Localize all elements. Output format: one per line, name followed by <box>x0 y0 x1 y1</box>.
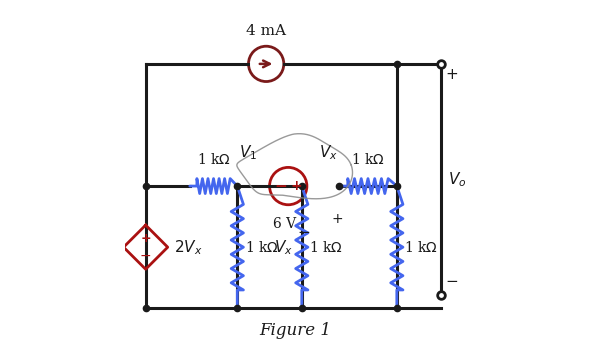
Text: +: + <box>290 179 302 193</box>
Text: $V_x$: $V_x$ <box>274 238 293 257</box>
Text: −: − <box>274 179 287 194</box>
Text: −: − <box>140 248 152 263</box>
Text: 1 k$\Omega$: 1 k$\Omega$ <box>351 152 385 167</box>
Text: 1 k$\Omega$: 1 k$\Omega$ <box>196 152 231 167</box>
Text: −: − <box>445 274 458 289</box>
Text: $V_o$: $V_o$ <box>448 170 466 189</box>
Text: 4 mA: 4 mA <box>246 24 286 38</box>
Text: +: + <box>140 232 151 245</box>
Text: Figure 1: Figure 1 <box>259 322 331 339</box>
Text: 1 k$\Omega$: 1 k$\Omega$ <box>245 240 278 255</box>
Text: +: + <box>332 211 343 226</box>
Text: 1 k$\Omega$: 1 k$\Omega$ <box>309 240 343 255</box>
Text: 1 k$\Omega$: 1 k$\Omega$ <box>404 240 438 255</box>
Text: −: − <box>297 225 310 240</box>
Text: $2V_x$: $2V_x$ <box>174 238 202 257</box>
Text: $V_x$: $V_x$ <box>319 144 337 162</box>
Text: +: + <box>445 67 458 81</box>
Text: 6 V: 6 V <box>273 217 296 230</box>
Text: $V_1$: $V_1$ <box>239 144 257 162</box>
